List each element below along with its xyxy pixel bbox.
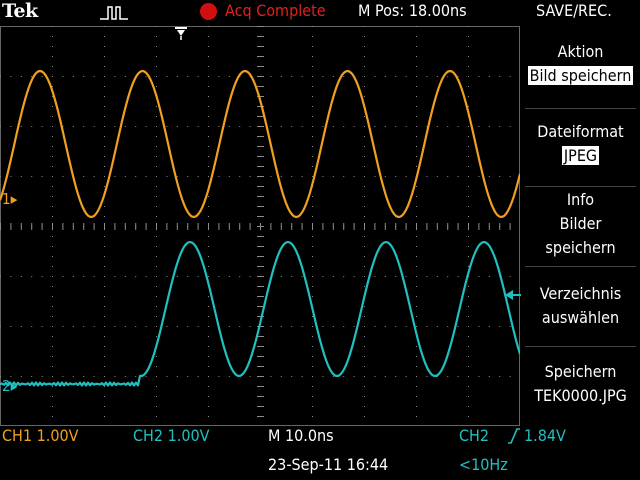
menu-item-line: Bilder bbox=[559, 214, 602, 233]
menu-item-line: TEK0000.JPG bbox=[534, 386, 627, 405]
menu-divider bbox=[525, 108, 636, 109]
menu-item-verzeichnis-auswaehlen[interactable]: Verzeichnis auswählen bbox=[521, 282, 640, 330]
menu-item-dateiformat[interactable]: Dateiformat JPEG bbox=[521, 120, 640, 168]
menu-divider bbox=[525, 266, 636, 267]
trigger-mode-icon bbox=[100, 6, 128, 20]
date-time: 23-Sep-11 16:44 bbox=[268, 455, 389, 474]
menu-item-title: Aktion bbox=[557, 42, 604, 61]
ch2-scale-readout: CH2 1.00V bbox=[133, 426, 210, 445]
menu-item-speichern[interactable]: Speichern TEK0000.JPG bbox=[521, 360, 640, 408]
menu-title: SAVE/REC. bbox=[536, 1, 612, 20]
brand-logo: Tek bbox=[2, 0, 38, 22]
acquisition-status: Acq Complete bbox=[225, 1, 326, 20]
menu-item-value: Bild speichern bbox=[527, 66, 634, 85]
menu-divider bbox=[525, 186, 636, 187]
waveform-display bbox=[0, 26, 520, 426]
rising-edge-icon bbox=[508, 428, 520, 444]
menu-item-title: Dateiformat bbox=[537, 122, 624, 141]
ch2-reference-marker[interactable]: 2▸ bbox=[2, 377, 18, 395]
menu-item-line: Verzeichnis bbox=[539, 284, 622, 303]
status-bar: Tek Acq Complete M Pos: 18.00ns SAVE/REC… bbox=[0, 0, 640, 26]
menu-divider bbox=[525, 346, 636, 347]
menu-item-line: auswählen bbox=[541, 308, 620, 327]
menu-item-aktion[interactable]: Aktion Bild speichern bbox=[521, 40, 640, 88]
menu-item-value: JPEG bbox=[561, 146, 600, 165]
trigger-level-icon bbox=[505, 290, 521, 300]
ch1-waveform bbox=[0, 69, 520, 219]
trigger-level-readout: 1.84V bbox=[524, 426, 566, 445]
side-menu: Aktion Bild speichern Dateiformat JPEG I… bbox=[521, 26, 640, 424]
ch2-waveform bbox=[0, 240, 520, 387]
horizontal-position: M Pos: 18.00ns bbox=[358, 1, 467, 20]
graticule-grid bbox=[0, 26, 520, 426]
timebase-readout: M 10.0ns bbox=[268, 426, 334, 445]
ch1-scale-readout: CH1 1.00V bbox=[2, 426, 79, 445]
trigger-source-readout: CH2 bbox=[459, 426, 490, 445]
menu-item-line: Info bbox=[566, 190, 595, 209]
menu-item-info-bilder-speichern[interactable]: Info Bilder speichern bbox=[521, 188, 640, 260]
ch1-reference-marker[interactable]: 1▸ bbox=[2, 190, 18, 208]
acquisition-status-icon bbox=[200, 3, 217, 20]
trigger-position-icon bbox=[175, 27, 187, 40]
menu-item-line: speichern bbox=[545, 238, 616, 257]
menu-item-line: Speichern bbox=[544, 362, 617, 381]
trigger-frequency-readout: <10Hz bbox=[459, 455, 508, 474]
